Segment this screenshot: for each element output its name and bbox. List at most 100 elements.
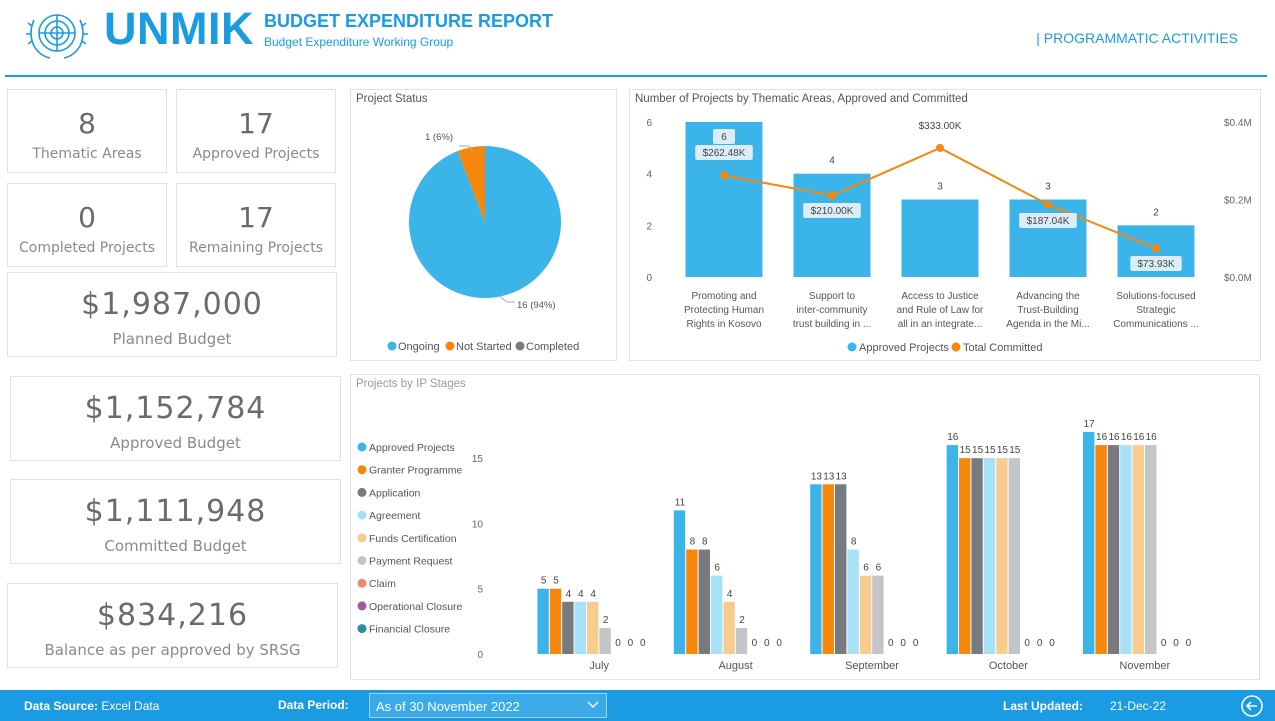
- bar-payment-request: [1145, 445, 1157, 654]
- line-label-bg: [695, 145, 753, 160]
- x-axis-tick: Solutions-focused: [1116, 291, 1196, 302]
- kpi-label: Approved Projects: [192, 146, 320, 162]
- bar-granter-programme: [686, 549, 698, 654]
- kpi-value: $1,111,948: [84, 494, 267, 529]
- bar-approved-projects: [1009, 199, 1087, 277]
- x-axis-tick: October: [989, 660, 1028, 672]
- pie-slice-not-started: [457, 146, 485, 222]
- line-point: [1044, 200, 1052, 209]
- kpi-value: $1,987,000: [81, 287, 263, 322]
- project-status-panel: Project Status 1 (6%) 16 (94%) Ongoing Not …: [350, 89, 617, 361]
- section-label[interactable]: | PROGRAMMATIC ACTIVITIES: [1036, 30, 1238, 46]
- legend-marker: [387, 341, 397, 351]
- data-period-select[interactable]: As of 30 November 2022: [369, 693, 607, 718]
- x-axis-tick: Support to: [809, 291, 856, 302]
- chevron-down-icon: [587, 701, 599, 708]
- bar-payment-request: [599, 627, 611, 654]
- legend-label: Not Started: [456, 341, 512, 353]
- kpi-approved-projects: 17 Approved Projects: [176, 89, 336, 173]
- data-source-value: Excel Data: [101, 699, 160, 713]
- bar-value-label: 0: [628, 638, 634, 649]
- data-source-label: Data Source:: [24, 699, 99, 713]
- legend-label: Total Committed: [963, 342, 1042, 354]
- bar-value-label: 16: [947, 432, 959, 443]
- kpi-label: Completed Projects: [18, 240, 155, 256]
- bar-granter-programme: [959, 458, 971, 654]
- x-axis-tick: November: [1119, 660, 1170, 672]
- kpi-value: 17: [238, 107, 274, 140]
- bar-value-label: 0: [1173, 638, 1179, 649]
- bar-granter-programme: [1095, 445, 1107, 654]
- bar-value-label: 16: [1096, 432, 1108, 443]
- bar-payment-request: [735, 627, 748, 654]
- x-axis-tick: August: [718, 660, 752, 672]
- bar-value-label: 5: [541, 576, 547, 587]
- legend-label: Ongoing: [398, 341, 440, 353]
- data-period-value: As of 30 November 2022: [376, 699, 520, 714]
- x-axis-tick: inter-community: [796, 305, 867, 316]
- bar-value-label: 8: [851, 537, 857, 548]
- bar-value-label: 15: [972, 445, 984, 456]
- pie-leader-line: [459, 145, 474, 153]
- legend-label: Completed: [526, 341, 579, 353]
- bar-funds-certification: [1132, 445, 1144, 654]
- line-label-bg: [1019, 213, 1077, 228]
- bar-value-label: 0: [1024, 638, 1030, 649]
- bar-value-label: 16: [1146, 432, 1158, 443]
- footer-bar: Data Source: Excel Data Data Period: As …: [0, 690, 1275, 721]
- bar-payment-request: [1008, 458, 1020, 654]
- legend-label: Agreement: [369, 510, 420, 522]
- bar-value-label: 3: [1045, 182, 1051, 193]
- bar-approved-projects: [1083, 432, 1095, 654]
- data-source: Data Source: Excel Data: [24, 699, 159, 713]
- kpi-value: $1,152,784: [84, 391, 267, 426]
- bar-value-label: 0: [615, 638, 621, 649]
- bar-value-label: 4: [727, 589, 733, 600]
- y-axis-tick: 0: [477, 650, 483, 661]
- bar-value-label: 8: [702, 537, 708, 548]
- bar-value-label: 17: [1084, 419, 1096, 430]
- bar-value-label: 0: [888, 638, 894, 649]
- bar-funds-certification: [723, 601, 735, 654]
- bar-value-label: 6: [876, 563, 882, 574]
- bar-value-label: 6: [714, 563, 720, 574]
- kpi-label: Remaining Projects: [189, 240, 323, 256]
- report-title: BUDGET EXPENDITURE REPORT: [264, 11, 554, 31]
- bar-approved-projects: [673, 510, 686, 654]
- thematic-areas-chart: 0 2 4 6 $0.0M $0.2M $0.4M Promoting and Protecti…: [646, 118, 1251, 354]
- line-point: [1152, 244, 1160, 253]
- bar-application: [562, 601, 574, 654]
- bar-value-label: 0: [1037, 638, 1043, 649]
- line-point: [720, 171, 728, 180]
- back-arrow-icon[interactable]: [1240, 694, 1264, 718]
- kpi-balance: $834,216 Balance as per approved by SRSG: [7, 583, 338, 668]
- bar-value-label: 15: [1009, 445, 1021, 456]
- bar-application: [835, 484, 847, 654]
- ip-stages-panel: Projects by IP Stages Approved Projects G…: [350, 374, 1260, 680]
- kpi-value: 17: [238, 201, 274, 234]
- legend-label: Granter Programme: [369, 465, 463, 477]
- y-axis-tick: 6: [646, 118, 652, 129]
- bar-value-label: 0: [752, 638, 758, 649]
- un-emblem-icon: [26, 14, 88, 59]
- x-axis-tick: Trust-Building: [1017, 305, 1078, 316]
- y-axis-tick: 10: [472, 519, 484, 530]
- bar-value-label: 4: [590, 589, 596, 600]
- x-axis-tick: Promoting and: [691, 291, 756, 302]
- x-axis-tick: trust building in ...: [793, 319, 871, 330]
- last-updated-label: Last Updated:: [1003, 699, 1084, 713]
- bar-value-label: 15: [997, 445, 1009, 456]
- line-value-label: $333.00K: [919, 121, 962, 132]
- kpi-committed-budget: $1,111,948 Committed Budget: [10, 479, 341, 564]
- legend-label: Application: [369, 487, 421, 499]
- y-axis-tick: 4: [646, 170, 652, 181]
- bar-agreement: [711, 575, 723, 654]
- line-label-bg: [1130, 256, 1182, 271]
- legend-marker: [357, 442, 367, 452]
- bar-value-label: 15: [984, 445, 996, 456]
- bar-granter-programme: [549, 588, 562, 654]
- x-axis-tick: Strategic: [1136, 305, 1175, 316]
- x-axis-tick: Rights in Kosovo: [686, 319, 761, 330]
- pie-label-ongoing: 16 (94%): [517, 300, 556, 311]
- bar-value-label: 0: [1049, 638, 1055, 649]
